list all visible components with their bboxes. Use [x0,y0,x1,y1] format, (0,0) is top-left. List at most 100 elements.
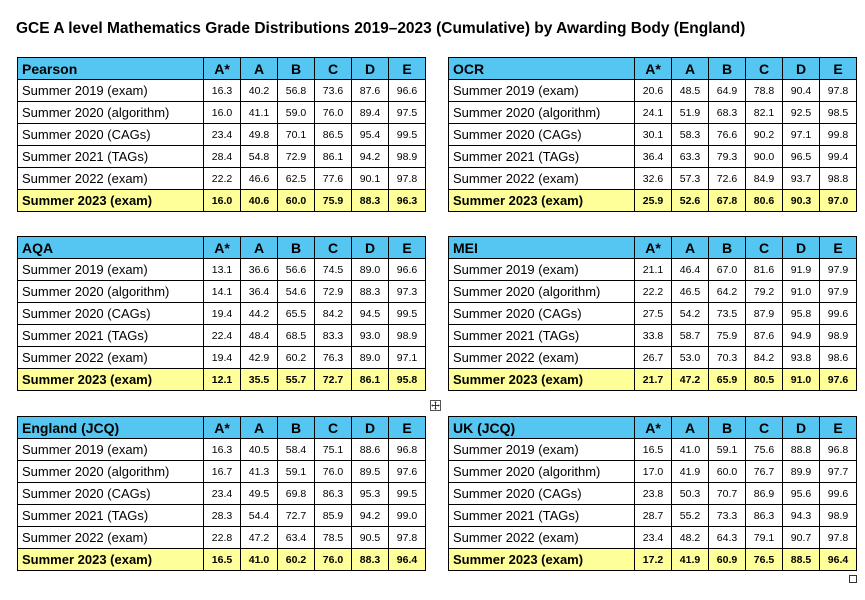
row-label: Summer 2023 (exam) [448,368,635,391]
grade-value-cell: 67.8 [708,189,746,212]
grade-value-cell: 90.3 [782,189,820,212]
grade-value-cell: 54.4 [240,504,278,527]
row-label: Summer 2019 (exam) [17,79,204,102]
grade-value-cell: 86.3 [745,504,783,527]
table-row: Summer 2020 (algorithm) 14.1 36.4 54.6 72.9 8… [17,280,426,303]
row-label: Summer 2022 (exam) [448,167,635,190]
table-row: Summer 2020 (CAGs) 30.1 58.3 76.6 90.2 97.1 99… [448,123,857,146]
grade-value-cell: 90.2 [745,123,783,146]
grade-value-cell: 79.1 [745,526,783,549]
grade-value-cell: 76.7 [745,460,783,483]
grade-value-cell: 88.6 [351,438,389,461]
grade-value-cell: 16.0 [203,101,241,124]
grade-value-cell: 97.6 [819,368,857,391]
table-row: Summer 2020 (algorithm) 24.1 51.9 68.3 82.1 9… [448,101,857,124]
grade-header: A [671,416,709,439]
grade-header: C [745,416,783,439]
grade-value-cell: 56.6 [277,258,315,281]
table-resize-handle-icon[interactable] [849,575,857,583]
grade-value-cell: 73.5 [708,302,746,325]
grade-value-cell: 82.1 [745,101,783,124]
grade-header: B [708,236,746,259]
grade-value-cell: 23.8 [634,482,672,505]
grade-value-cell: 41.0 [240,548,278,571]
grade-value-cell: 75.9 [708,324,746,347]
grade-value-cell: 59.1 [277,460,315,483]
table-row: Summer 2021 (TAGs) 28.7 55.2 73.3 86.3 94.3 98… [448,504,857,527]
grade-value-cell: 89.0 [351,346,389,369]
grade-value-cell: 25.9 [634,189,672,212]
row-label: Summer 2021 (TAGs) [17,504,204,527]
grade-value-cell: 68.3 [708,101,746,124]
grade-value-cell: 86.9 [745,482,783,505]
grade-value-cell: 12.1 [203,368,241,391]
grade-value-cell: 95.8 [782,302,820,325]
grade-value-cell: 80.6 [745,189,783,212]
table-row-highlighted: Summer 2023 (exam) 12.1 35.5 55.7 72.7 86.1 95… [17,368,426,391]
grade-value-cell: 75.1 [314,438,352,461]
grade-value-cell: 95.4 [351,123,389,146]
row-label: Summer 2023 (exam) [17,548,204,571]
table-move-handle-icon[interactable] [430,400,441,411]
grade-value-cell: 16.5 [203,548,241,571]
grade-value-cell: 62.5 [277,167,315,190]
grade-value-cell: 97.0 [819,189,857,212]
grade-value-cell: 60.2 [277,548,315,571]
grade-value-cell: 22.2 [634,280,672,303]
grade-value-cell: 60.0 [708,460,746,483]
grade-value-cell: 68.5 [277,324,315,347]
grade-value-cell: 88.5 [782,548,820,571]
table-row: Summer 2019 (exam) 16.3 40.5 58.4 75.1 88.6 96… [17,438,426,461]
grade-value-cell: 16.3 [203,438,241,461]
row-label: Summer 2021 (TAGs) [448,324,635,347]
table-row: Summer 2019 (exam) 13.1 36.6 56.6 74.5 89.0 96… [17,258,426,281]
grade-value-cell: 89.0 [351,258,389,281]
grade-value-cell: 98.9 [819,324,857,347]
grade-value-cell: 89.9 [782,460,820,483]
grade-value-cell: 44.2 [240,302,278,325]
grade-table: Pearson A* A B C D E Summer 2019 (exam) 16.3 40.2… [17,57,426,212]
grade-value-cell: 95.3 [351,482,389,505]
table-row: Summer 2019 (exam) 20.6 48.5 64.9 78.8 90.4 97… [448,79,857,102]
grade-value-cell: 17.2 [634,548,672,571]
table-row: Summer 2019 (exam) 16.5 41.0 59.1 75.6 88.8 96… [448,438,857,461]
grade-header: B [277,416,315,439]
grade-value-cell: 46.6 [240,167,278,190]
grade-value-cell: 63.4 [277,526,315,549]
grade-table: England (JCQ) A* A B C D E Summer 2019 (exam) 16… [17,416,426,571]
grade-value-cell: 86.1 [351,368,389,391]
grade-value-cell: 26.7 [634,346,672,369]
table-row: Summer 2020 (algorithm) 17.0 41.9 60.0 76.7 8… [448,460,857,483]
grade-value-cell: 81.6 [745,258,783,281]
grade-value-cell: 93.0 [351,324,389,347]
row-label: Summer 2022 (exam) [17,526,204,549]
grade-header: E [819,57,857,80]
grade-value-cell: 16.0 [203,189,241,212]
grade-value-cell: 76.3 [314,346,352,369]
grade-header: E [819,236,857,259]
grade-value-cell: 72.9 [314,280,352,303]
grade-value-cell: 23.4 [203,123,241,146]
grade-value-cell: 79.2 [745,280,783,303]
grade-value-cell: 21.1 [634,258,672,281]
grade-value-cell: 90.5 [351,526,389,549]
grade-value-cell: 96.8 [819,438,857,461]
table-row: Summer 2021 (TAGs) 28.4 54.8 72.9 86.1 94.2 98… [17,145,426,168]
grade-value-cell: 70.1 [277,123,315,146]
row-label: Summer 2023 (exam) [448,189,635,212]
row-label: Summer 2022 (exam) [448,346,635,369]
grade-value-cell: 96.6 [388,79,426,102]
table-row: Summer 2021 (TAGs) 28.3 54.4 72.7 85.9 94.2 99… [17,504,426,527]
grade-value-cell: 90.1 [351,167,389,190]
grade-value-cell: 63.3 [671,145,709,168]
table-row-highlighted: Summer 2023 (exam) 21.7 47.2 65.9 80.5 91.0 97… [448,368,857,391]
grade-value-cell: 88.3 [351,189,389,212]
grade-value-cell: 70.3 [708,346,746,369]
grade-value-cell: 64.2 [708,280,746,303]
grade-value-cell: 86.1 [314,145,352,168]
grade-value-cell: 98.5 [819,101,857,124]
grade-value-cell: 54.2 [671,302,709,325]
grade-value-cell: 46.4 [671,258,709,281]
grade-value-cell: 21.7 [634,368,672,391]
grade-value-cell: 60.0 [277,189,315,212]
